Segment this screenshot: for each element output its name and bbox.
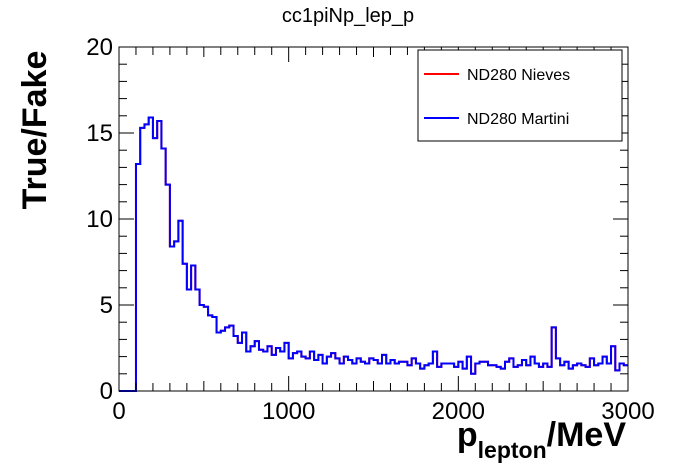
y-tick-label: 10 <box>86 206 113 233</box>
x-axis-label: plepton/MeV <box>457 416 626 463</box>
y-tick-label: 0 <box>100 378 113 405</box>
svg-text:plepton/MeV: plepton/MeV <box>457 416 626 463</box>
chart-title: cc1piNp_lep_p <box>282 5 414 27</box>
series-line-nd280-martini <box>119 116 628 392</box>
legend-label-martini: ND280 Martini <box>467 111 569 128</box>
legend-box <box>417 49 623 142</box>
legend-label-nieves: ND280 Nieves <box>467 67 570 84</box>
x-axis-label-sub: lepton <box>478 437 547 463</box>
x-tick-label: 3000 <box>601 398 654 425</box>
x-tick-label: 2000 <box>432 398 485 425</box>
y-tick-label: 5 <box>100 292 113 319</box>
x-axis-label-unit: /MeV <box>547 416 627 454</box>
y-tick-label: 15 <box>86 120 113 147</box>
x-tick-label: 1000 <box>262 398 315 425</box>
y-tick-label: 20 <box>86 34 113 61</box>
plot-area <box>119 116 628 392</box>
y-axis-label: True/Fake <box>16 51 54 210</box>
y-axis: 0 5 10 15 20 <box>86 34 628 405</box>
x-axis: 0 1000 2000 3000 <box>112 47 655 425</box>
x-axis-label-main: p <box>457 416 478 454</box>
legend: ND280 Nieves ND280 Martini <box>417 49 623 142</box>
x-tick-label: 0 <box>112 398 125 425</box>
